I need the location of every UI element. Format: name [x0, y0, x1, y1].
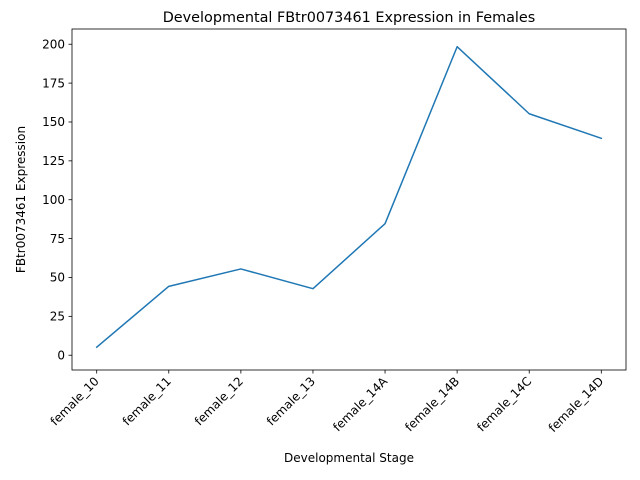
y-tick-label: 75: [50, 232, 65, 246]
y-tick-label: 200: [42, 37, 65, 51]
y-tick-label: 100: [42, 193, 65, 207]
y-tick-label: 50: [50, 271, 65, 285]
y-tick-label: 25: [50, 310, 65, 324]
y-tick-label: 125: [42, 154, 65, 168]
chart-title: Developmental FBtr0073461 Expression in …: [163, 10, 536, 26]
y-tick-label: 0: [57, 348, 65, 362]
y-axis: 0 25 50 75 100 125 150 175 200: [42, 37, 72, 362]
series-line: [95, 45, 603, 349]
x-axis-label: Developmental Stage: [284, 451, 414, 465]
y-axis-label: FBtr0073461 Expression: [14, 126, 28, 273]
plot-frame: [71, 28, 627, 371]
plot-area: [72, 29, 626, 370]
series-lines: [95, 45, 603, 349]
y-tick-label: 175: [42, 76, 65, 90]
y-tick-label: 150: [42, 115, 65, 129]
